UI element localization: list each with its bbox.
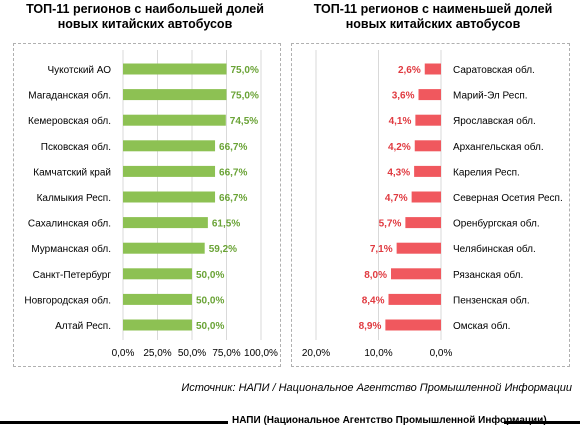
right-bar [414, 140, 441, 152]
left-category-label: Санкт-Петербург [33, 269, 112, 281]
left-bar [123, 89, 227, 101]
left-bar [123, 191, 216, 203]
left-category-label: Алтай Респ. [55, 321, 111, 332]
right-chart-panel [291, 43, 570, 367]
right-value-label: 3,6% [392, 91, 415, 102]
right-bar [414, 165, 441, 177]
left-value-label: 75,0% [231, 91, 259, 102]
right-value-label: 8,9% [359, 321, 382, 332]
right-x-tick-label: 10,0% [364, 348, 392, 359]
left-category-label: Новгородская обл. [24, 294, 111, 306]
left-chart-title-line-2: новых китайских автобусов [57, 17, 233, 31]
right-x-tick-label: 20,0% [302, 348, 330, 359]
right-value-label: 2,6% [398, 65, 421, 76]
left-category-label: Сахалинская обл. [28, 218, 111, 230]
footer-label: НАПИ (Национальное Агентство Промышленно… [232, 415, 547, 426]
left-category-label: Кемеровская обл. [28, 115, 111, 127]
right-chart-title: ТОП-11 регионов с наименьшей долей новых… [288, 2, 578, 32]
footer-rule-left [0, 421, 228, 424]
left-value-label: 50,0% [196, 270, 224, 281]
left-value-label: 74,5% [230, 116, 258, 127]
right-bar [415, 114, 441, 126]
left-x-tick-label: 0,0% [112, 348, 135, 359]
left-x-tick-label: 75,0% [212, 348, 240, 359]
left-chart-title-line-1: ТОП-11 регионов с наибольшей долей [26, 2, 264, 16]
left-bar [123, 165, 216, 177]
left-category-label: Мурманская обл. [31, 243, 111, 255]
left-category-label: Калмыкия Респ. [37, 193, 111, 204]
right-category-label: Северная Осетия Респ. [453, 193, 563, 204]
right-bar [424, 63, 441, 75]
left-value-label: 66,7% [219, 193, 247, 204]
right-category-label: Омская обл. [453, 320, 510, 332]
left-x-tick-label: 25,0% [143, 348, 171, 359]
left-bar [123, 114, 226, 126]
left-value-label: 50,0% [196, 321, 224, 332]
right-category-label: Оренбургская обл. [453, 218, 540, 230]
right-x-tick-label: 0,0% [430, 348, 453, 359]
right-bar [385, 319, 441, 331]
right-category-label: Челябинская обл. [453, 243, 536, 255]
right-bar [405, 217, 441, 229]
right-category-label: Марий-Эл Респ. [453, 91, 528, 102]
right-bar [418, 89, 441, 101]
left-bar [123, 268, 192, 280]
right-bar [411, 191, 441, 203]
right-value-label: 4,7% [385, 193, 408, 204]
right-bar [391, 268, 441, 280]
left-bar [123, 217, 208, 229]
left-category-label: Магаданская обл. [28, 90, 111, 102]
left-value-label: 61,5% [212, 219, 240, 230]
left-x-tick-label: 50,0% [178, 348, 206, 359]
footer-rule-right [504, 421, 580, 424]
left-value-label: 66,7% [219, 142, 247, 153]
right-value-label: 4,3% [387, 167, 410, 178]
left-bar [123, 63, 227, 75]
left-bar [123, 242, 205, 254]
left-value-label: 66,7% [219, 167, 247, 178]
right-category-label: Рязанская обл. [453, 269, 523, 281]
right-chart-title-line-2: новых китайских автобусов [345, 17, 521, 31]
left-value-label: 50,0% [196, 295, 224, 306]
left-bar [123, 140, 216, 152]
right-bar [396, 242, 441, 254]
right-chart-title-line-1: ТОП-11 регионов с наименьшей долей [313, 2, 553, 16]
right-value-label: 4,1% [389, 116, 412, 127]
left-chart-panel [13, 43, 281, 367]
right-bar [388, 293, 441, 305]
left-category-label: Чукотский АО [47, 65, 111, 76]
right-category-label: Саратовская обл. [453, 64, 535, 76]
left-chart-title: ТОП-11 регионов с наибольшей долей новых… [0, 2, 290, 32]
right-value-label: 4,2% [388, 142, 411, 153]
left-value-label: 75,0% [231, 65, 259, 76]
left-category-label: Псковская обл. [41, 141, 111, 153]
right-category-label: Ярославская обл. [453, 115, 536, 127]
source-note: Источник: НАПИ / Национальное Агентство … [181, 382, 572, 394]
left-category-label: Камчатский край [33, 167, 111, 178]
right-category-label: Архангельская обл. [453, 141, 544, 153]
right-value-label: 7,1% [370, 244, 393, 255]
left-x-tick-label: 100,0% [244, 348, 278, 359]
right-value-label: 8,0% [364, 270, 387, 281]
left-bar [123, 293, 192, 305]
right-category-label: Карелия Респ. [453, 167, 520, 178]
left-bar [123, 319, 192, 331]
right-value-label: 5,7% [379, 219, 402, 230]
right-value-label: 8,4% [362, 295, 385, 306]
left-value-label: 59,2% [209, 244, 237, 255]
right-category-label: Пензенская обл. [453, 294, 530, 306]
